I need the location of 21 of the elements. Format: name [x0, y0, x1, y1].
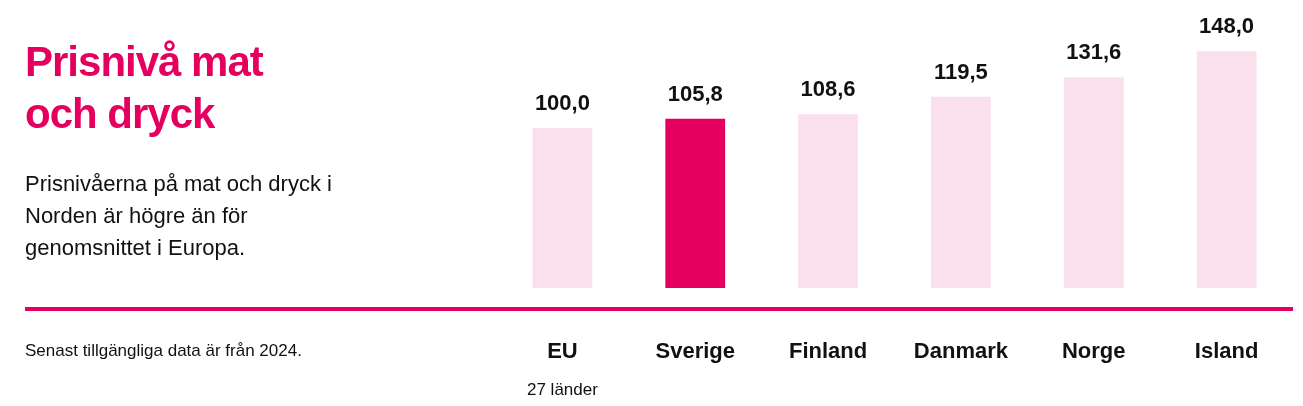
- x-tick-label: Danmark: [913, 338, 1009, 363]
- x-tick-label: Finland: [788, 338, 868, 363]
- data-label: 131,6: [1066, 39, 1122, 65]
- bar: [665, 118, 726, 288]
- x-tick-label: EU 27 länder: [526, 338, 599, 399]
- data-label: 119,5: [933, 58, 988, 84]
- data-label: 105,8: [667, 80, 723, 106]
- bar: [931, 96, 991, 288]
- x-tick-label: Sverige: [655, 338, 735, 363]
- text: Prisnivå mat och dryck: [25, 37, 265, 139]
- bar: [532, 128, 593, 288]
- text: Prisnivåerna på mat och dryck i Norden är högre än för genomsnittet i Europa.: [25, 170, 333, 262]
- data-label: 108,6: [800, 76, 856, 102]
- x-tick-label: Island: [1194, 338, 1259, 363]
- text: Senast tillgängliga data är från 2024.: [25, 341, 302, 361]
- data-label: 148,0: [1199, 13, 1255, 39]
- x-tick-label: Norge: [1061, 338, 1126, 363]
- bar: [1196, 51, 1257, 288]
- bar: [1063, 77, 1124, 288]
- data-label: 100,0: [534, 90, 590, 115]
- bar: [798, 114, 858, 288]
